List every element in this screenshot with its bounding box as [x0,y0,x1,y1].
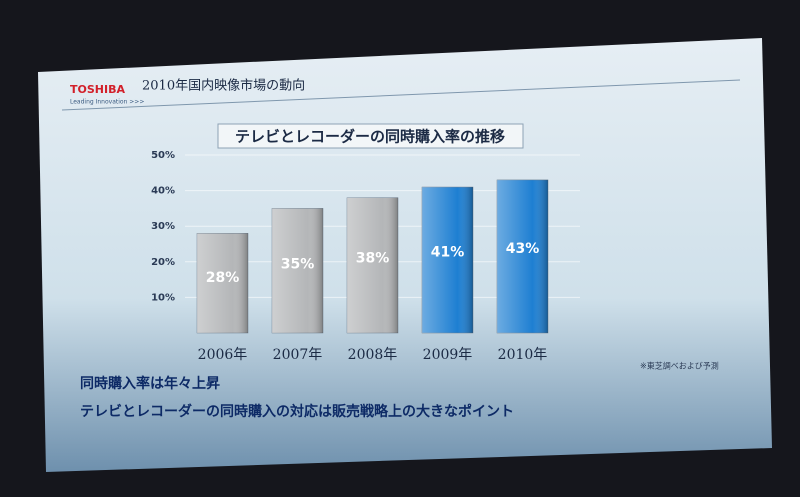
tagline: Leading Innovation >>> [70,99,144,106]
value-label: 41% [431,245,465,261]
bullet: テレビとレコーダーの同時購入の対応は販売戦略上の大きなポイント [80,403,514,420]
y-tick-label: 40% [151,186,175,197]
x-tick-label: 2010年 [498,347,548,363]
x-tick-label: 2009年 [423,347,473,363]
value-label: 28% [206,270,240,286]
y-tick-label: 10% [151,292,175,303]
y-tick-label: 50% [151,150,175,161]
footnote: ※東芝調べおよび予測 [640,361,719,371]
x-tick-label: 2008年 [348,347,398,363]
heading: 2010年国内映像市場の動向 [142,78,305,94]
y-tick-label: 20% [151,257,175,268]
value-label: 38% [356,251,390,267]
chart-title: テレビとレコーダーの同時購入率の推移 [235,128,505,146]
header-rule [61,79,741,111]
brand: TOSHIBA [70,83,125,96]
y-tick-label: 30% [151,221,175,232]
value-label: 43% [506,241,540,257]
x-tick-label: 2006年 [198,347,248,363]
value-label: 35% [281,256,315,272]
x-tick-label: 2007年 [273,347,323,363]
bullet: 同時購入率は年々上昇 [80,375,220,392]
title-box [217,123,524,149]
